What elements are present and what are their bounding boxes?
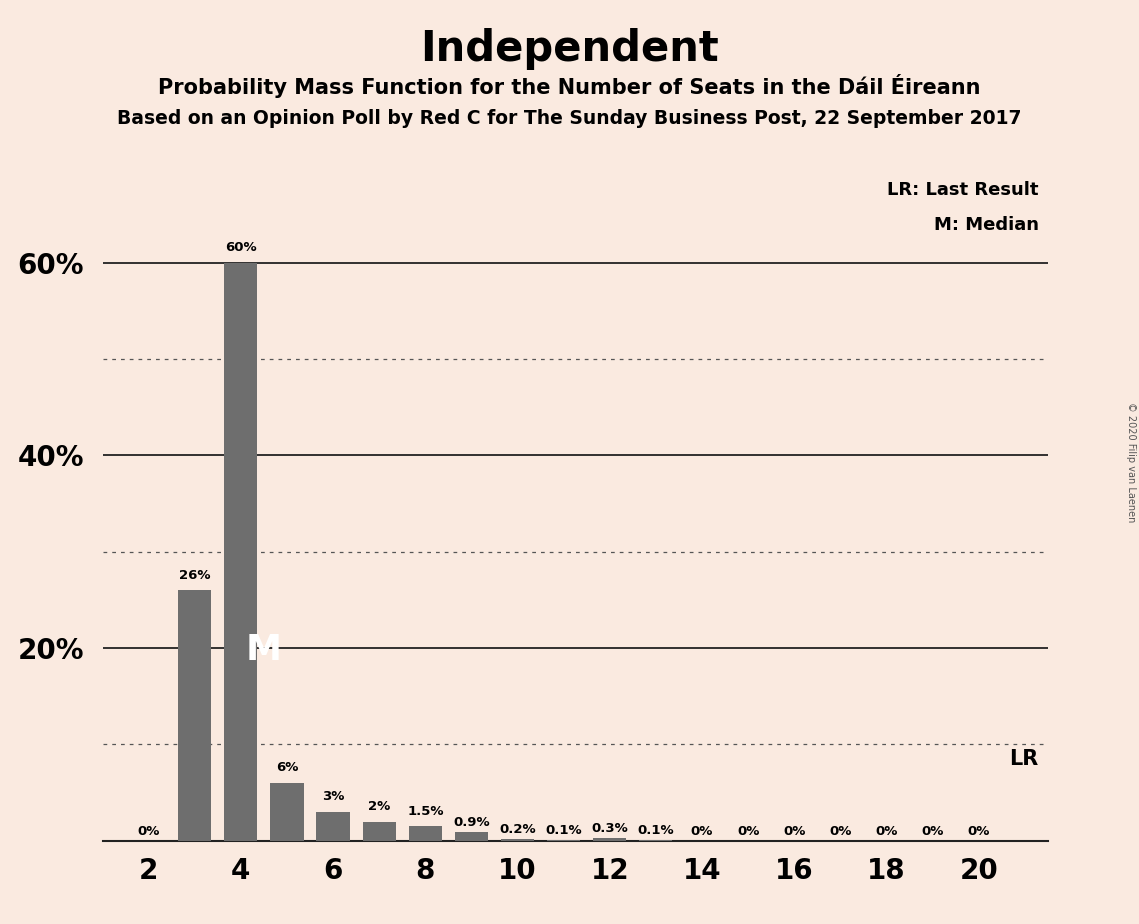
Text: 0.2%: 0.2% [499, 823, 535, 836]
Text: 0.1%: 0.1% [638, 824, 674, 837]
Bar [501, 839, 534, 841]
Bar [454, 833, 487, 841]
Text: 0%: 0% [967, 825, 990, 838]
Text: 1.5%: 1.5% [407, 805, 443, 818]
Bar [362, 821, 396, 841]
Text: Based on an Opinion Poll by Red C for The Sunday Business Post, 22 September 201: Based on an Opinion Poll by Red C for Th… [117, 109, 1022, 128]
Bar [547, 840, 580, 841]
Bar [224, 262, 257, 841]
Text: 0%: 0% [875, 825, 898, 838]
Bar [317, 812, 350, 841]
Bar [270, 783, 304, 841]
Text: 0%: 0% [138, 825, 159, 838]
Text: 0%: 0% [782, 825, 805, 838]
Bar [593, 838, 626, 841]
Text: 26%: 26% [179, 568, 211, 581]
Text: M: M [246, 633, 282, 667]
Text: 0%: 0% [921, 825, 944, 838]
Text: 6%: 6% [276, 761, 298, 774]
Text: LR: Last Result: LR: Last Result [887, 181, 1039, 199]
Text: 0%: 0% [829, 825, 852, 838]
Text: 0%: 0% [737, 825, 760, 838]
Text: 0.9%: 0.9% [453, 816, 490, 829]
Text: 60%: 60% [226, 241, 256, 254]
Bar [178, 590, 212, 841]
Text: 0%: 0% [691, 825, 713, 838]
Text: Independent: Independent [420, 28, 719, 69]
Text: 0.3%: 0.3% [591, 822, 628, 835]
Text: 0.1%: 0.1% [546, 824, 582, 837]
Bar [639, 840, 672, 841]
Text: LR: LR [1009, 749, 1039, 769]
Text: 2%: 2% [368, 800, 391, 813]
Text: 3%: 3% [322, 790, 344, 803]
Text: Probability Mass Function for the Number of Seats in the Dáil Éireann: Probability Mass Function for the Number… [158, 74, 981, 98]
Text: M: Median: M: Median [934, 216, 1039, 235]
Bar [409, 826, 442, 841]
Text: © 2020 Filip van Laenen: © 2020 Filip van Laenen [1126, 402, 1136, 522]
